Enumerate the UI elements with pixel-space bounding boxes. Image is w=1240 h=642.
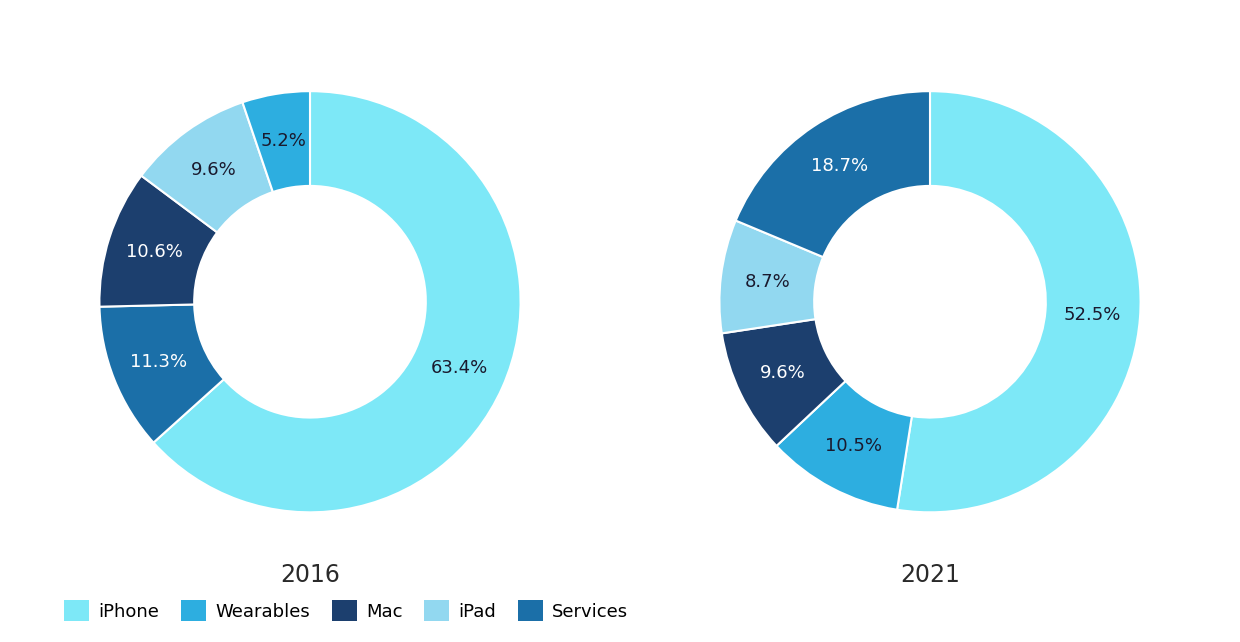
Text: 5.2%: 5.2%: [260, 132, 306, 150]
Text: 63.4%: 63.4%: [430, 359, 487, 377]
Text: 8.7%: 8.7%: [745, 273, 791, 291]
Wedge shape: [776, 381, 911, 510]
Text: 9.6%: 9.6%: [191, 160, 237, 178]
Text: 10.6%: 10.6%: [126, 243, 184, 261]
Wedge shape: [154, 91, 521, 512]
Wedge shape: [141, 102, 273, 232]
Wedge shape: [897, 91, 1141, 512]
Text: 11.3%: 11.3%: [130, 353, 187, 371]
Text: 9.6%: 9.6%: [760, 364, 806, 382]
Wedge shape: [243, 91, 310, 192]
Wedge shape: [722, 319, 846, 446]
Text: 52.5%: 52.5%: [1064, 306, 1121, 324]
Legend: iPhone, Wearables, Mac, iPad, Services: iPhone, Wearables, Mac, iPad, Services: [58, 595, 634, 627]
Text: 10.5%: 10.5%: [825, 437, 882, 455]
Text: 2016: 2016: [280, 564, 340, 587]
Wedge shape: [719, 221, 823, 333]
Wedge shape: [99, 304, 224, 442]
Wedge shape: [735, 91, 930, 257]
Wedge shape: [99, 176, 217, 307]
Text: 18.7%: 18.7%: [811, 157, 868, 175]
Text: 2021: 2021: [900, 564, 960, 587]
